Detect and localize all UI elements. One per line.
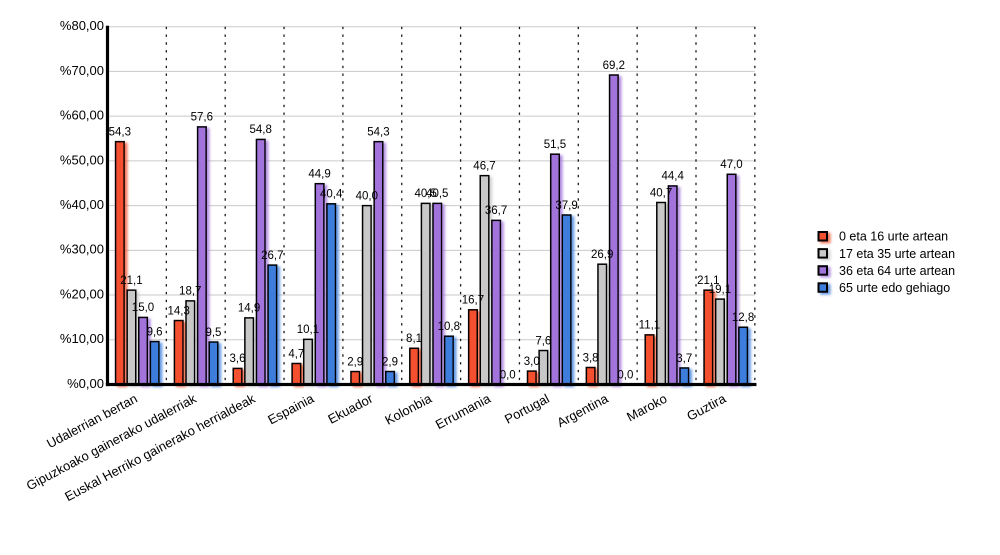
svg-text:%0,00: %0,00 — [67, 376, 104, 391]
svg-text:%30,00: %30,00 — [60, 242, 104, 257]
svg-text:2,9: 2,9 — [347, 356, 363, 368]
svg-text:69,2: 69,2 — [603, 60, 625, 72]
svg-text:%10,00: %10,00 — [60, 331, 104, 346]
svg-text:54,3: 54,3 — [367, 126, 389, 138]
svg-text:40,5: 40,5 — [414, 188, 436, 200]
svg-text:40,7: 40,7 — [650, 187, 672, 199]
svg-text:3,0: 3,0 — [524, 356, 540, 368]
svg-text:9,5: 9,5 — [205, 327, 221, 339]
svg-text:15,0: 15,0 — [132, 302, 154, 314]
svg-text:46,7: 46,7 — [473, 160, 495, 172]
svg-text:2,9: 2,9 — [382, 356, 398, 368]
svg-text:14,3: 14,3 — [167, 305, 189, 317]
svg-text:%20,00: %20,00 — [60, 286, 104, 301]
svg-text:10,8: 10,8 — [438, 321, 460, 333]
svg-text:3,6: 3,6 — [230, 353, 246, 365]
svg-text:40,4: 40,4 — [320, 189, 343, 201]
svg-text:%70,00: %70,00 — [60, 63, 104, 78]
svg-text:0,0: 0,0 — [500, 369, 516, 381]
svg-text:19,1: 19,1 — [709, 284, 731, 296]
svg-text:0 eta 16 urte artean: 0 eta 16 urte artean — [839, 230, 948, 244]
svg-text:36 eta 64 urte artean: 36 eta 64 urte artean — [839, 264, 955, 278]
svg-text:54,8: 54,8 — [250, 124, 272, 136]
svg-text:%40,00: %40,00 — [60, 197, 104, 212]
svg-text:0,0: 0,0 — [617, 369, 633, 381]
svg-text:21,1: 21,1 — [120, 275, 142, 287]
svg-text:44,4: 44,4 — [661, 171, 684, 183]
svg-text:9,6: 9,6 — [147, 326, 163, 338]
svg-text:3,8: 3,8 — [583, 352, 599, 364]
svg-text:47,0: 47,0 — [720, 159, 742, 171]
svg-text:65 urte edo gehiago: 65 urte edo gehiago — [839, 281, 950, 295]
svg-text:%60,00: %60,00 — [60, 108, 104, 123]
svg-text:%50,00: %50,00 — [60, 152, 104, 167]
svg-text:18,7: 18,7 — [179, 286, 201, 298]
svg-text:54,3: 54,3 — [109, 126, 131, 138]
svg-text:51,5: 51,5 — [544, 139, 566, 151]
svg-text:26,9: 26,9 — [591, 249, 613, 261]
svg-text:44,9: 44,9 — [308, 168, 330, 180]
svg-text:3,7: 3,7 — [676, 353, 692, 365]
svg-text:12,8: 12,8 — [732, 312, 754, 324]
svg-text:4,7: 4,7 — [288, 348, 304, 360]
svg-text:26,7: 26,7 — [261, 250, 283, 262]
svg-text:16,7: 16,7 — [462, 295, 484, 307]
svg-text:36,7: 36,7 — [485, 205, 507, 217]
svg-text:10,1: 10,1 — [297, 324, 319, 336]
svg-text:7,6: 7,6 — [535, 335, 551, 347]
svg-text:17 eta 35 urte artean: 17 eta 35 urte artean — [839, 247, 955, 261]
svg-text:8,1: 8,1 — [406, 333, 422, 345]
svg-text:21,1: 21,1 — [697, 275, 719, 287]
svg-text:40,0: 40,0 — [356, 190, 378, 202]
svg-text:14,9: 14,9 — [238, 303, 260, 315]
svg-text:37,9: 37,9 — [555, 200, 577, 212]
svg-text:%80,00: %80,00 — [60, 18, 104, 33]
svg-text:11,1: 11,1 — [639, 320, 661, 332]
svg-text:57,6: 57,6 — [191, 112, 213, 124]
svg-text:40,5: 40,5 — [426, 188, 448, 200]
